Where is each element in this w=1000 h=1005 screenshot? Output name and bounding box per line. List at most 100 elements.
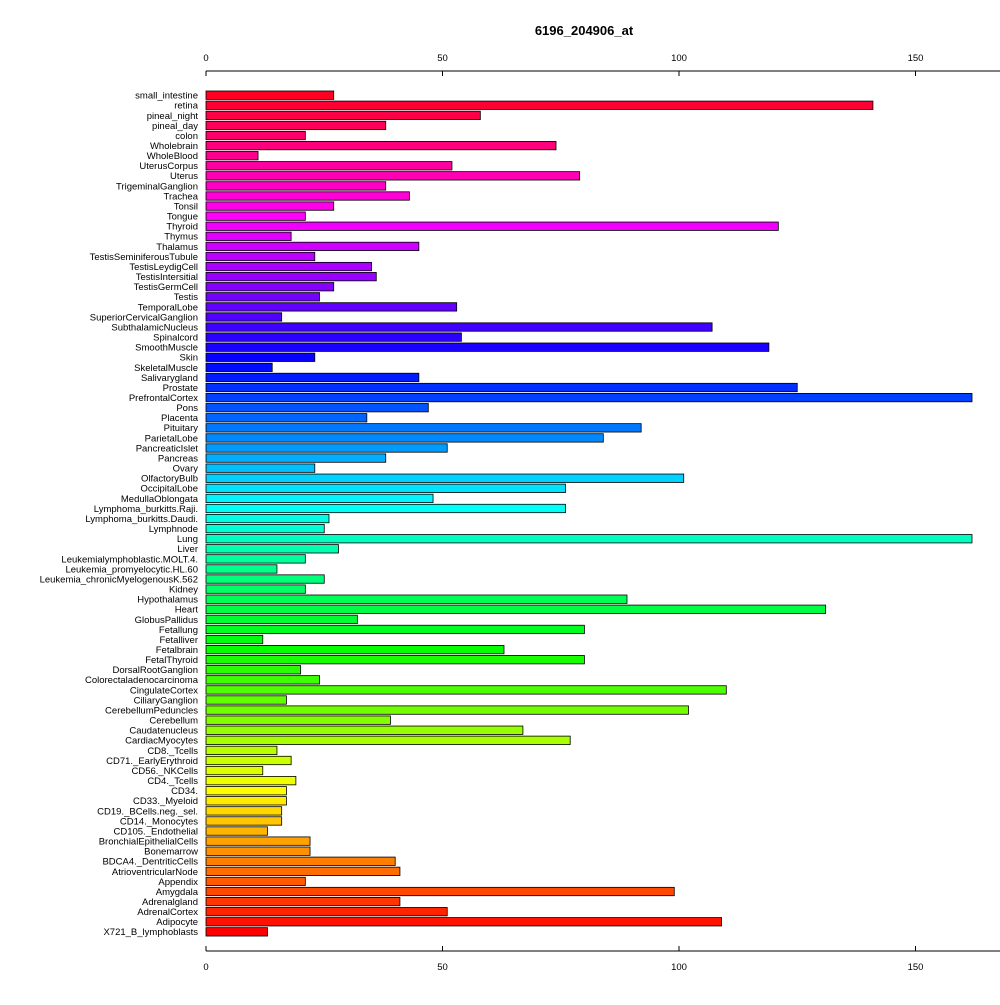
tick-label: 0 <box>203 53 208 64</box>
category-label: AdrenalCortex <box>137 907 198 918</box>
category-label: Colorectaladenocarcinoma <box>85 675 199 686</box>
category-label: Hypothalamus <box>137 595 198 606</box>
bar <box>205 574 325 584</box>
category-label: SmoothMuscle <box>135 343 198 354</box>
category-label: BDCA4._DentriticCells <box>102 857 198 868</box>
bar <box>205 382 798 393</box>
category-label: Salivarygland <box>141 373 198 384</box>
category-label: CD4._Tcells <box>147 776 198 787</box>
bar <box>205 90 335 100</box>
bar <box>205 897 401 907</box>
category-label: CD19._BCells.neg._sel. <box>97 806 198 817</box>
category-label: Caudatenucleus <box>129 726 198 737</box>
category-label: Lung <box>177 534 198 545</box>
category-label: TestisGermCell <box>134 282 198 293</box>
category-label: CD33._Myeloid <box>133 796 198 807</box>
category-label: CD34. <box>171 786 198 797</box>
category-label: Trachea <box>164 191 199 202</box>
bar <box>205 130 306 141</box>
bar <box>205 453 387 463</box>
category-label: CingulateCortex <box>130 685 198 696</box>
tick-label: 50 <box>437 53 448 64</box>
bar <box>205 544 339 554</box>
category-label: Fetalliver <box>159 635 198 646</box>
category-label: Adipocyte <box>156 917 198 928</box>
bar <box>205 594 628 604</box>
bar <box>205 191 410 201</box>
bar <box>205 513 330 524</box>
bar <box>205 201 335 211</box>
bar <box>205 886 675 897</box>
category-label: Tonsil <box>174 201 198 212</box>
category-label: AtrioventricularNode <box>112 867 198 878</box>
category-label: TemporalLobe <box>138 302 198 313</box>
category-label: Thymus <box>164 232 198 243</box>
category-label: CiliaryGanglion <box>134 695 198 706</box>
tick-label: 150 <box>908 53 924 64</box>
category-label: X721_B_lymphoblasts <box>103 927 198 938</box>
bar <box>205 120 387 131</box>
category-label: SuperiorCervicalGanglion <box>90 312 198 323</box>
bar <box>205 735 571 745</box>
bar <box>205 695 287 705</box>
bar <box>205 503 566 514</box>
bar <box>205 675 320 685</box>
bar <box>205 352 316 362</box>
bottom-axis: 050100150200250300 <box>203 946 1000 973</box>
category-label: Pituitary <box>164 423 199 434</box>
category-label: Cerebellum <box>149 716 198 727</box>
bar <box>205 655 585 665</box>
category-label: TestisLeydigCell <box>129 262 198 273</box>
category-label: CD105._Endothelial <box>113 826 198 837</box>
category-label: TrigeminalGanglion <box>116 181 198 192</box>
tick-label: 0 <box>203 962 208 973</box>
bar <box>205 392 973 403</box>
category-label: BronchialEpithelialCells <box>99 837 199 848</box>
category-label: pineal_night <box>147 111 199 122</box>
tick-label: 50 <box>437 962 448 973</box>
tick-label: 100 <box>671 53 687 64</box>
category-label: pineal_day <box>152 121 198 132</box>
bar <box>205 473 685 483</box>
bar <box>205 554 306 564</box>
bar <box>205 231 292 241</box>
bar <box>205 171 581 181</box>
category-label: Wholebrain <box>150 141 198 152</box>
bar <box>205 826 268 836</box>
bar <box>205 776 297 786</box>
category-label: CardiacMyocytes <box>125 736 198 747</box>
category-label: Leukemia_chronicMyelogenousK.562 <box>40 574 198 585</box>
bar <box>205 261 372 272</box>
bar <box>205 151 259 161</box>
category-label: OccipitalLobe <box>140 484 198 495</box>
category-label: Appendix <box>158 877 198 888</box>
bar <box>205 876 306 887</box>
category-label: CD8._Tcells <box>147 746 198 757</box>
bar <box>205 614 358 624</box>
bar <box>205 584 306 594</box>
category-label: OlfactoryBulb <box>141 474 198 485</box>
bar <box>205 372 420 383</box>
bar <box>205 342 770 352</box>
bar <box>205 403 429 413</box>
bar <box>205 836 311 846</box>
category-label: retina <box>174 101 198 112</box>
bars <box>205 90 973 937</box>
category-label: Pancreas <box>158 453 198 464</box>
bar <box>205 140 557 151</box>
category-label: Uterus <box>170 171 198 182</box>
bar <box>205 856 396 866</box>
bar <box>205 524 325 534</box>
bar <box>205 362 273 372</box>
bar <box>205 110 481 120</box>
category-label: WholeBlood <box>147 151 198 162</box>
category-label: DorsalRootGanglion <box>112 665 198 676</box>
bar <box>205 272 377 282</box>
category-label: Heart <box>175 605 199 616</box>
category-label: ParietalLobe <box>145 433 198 444</box>
bar <box>205 755 292 766</box>
category-label: GlobusPallidus <box>135 615 199 626</box>
bar <box>205 927 268 937</box>
bar <box>205 493 434 504</box>
